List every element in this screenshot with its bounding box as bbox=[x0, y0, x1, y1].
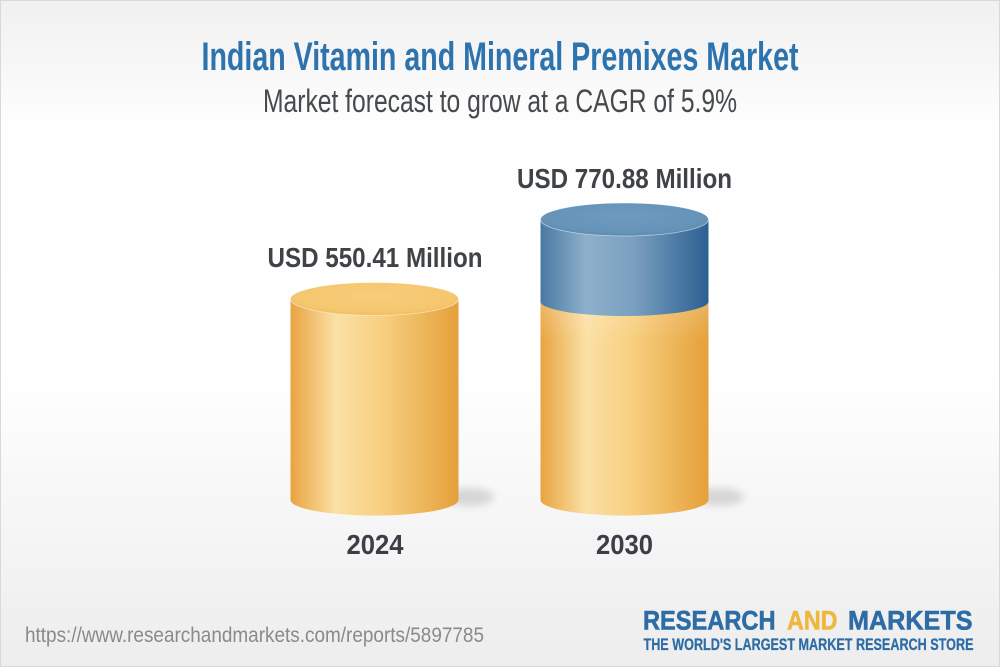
svg-text:Indian Vitamin and Mineral Pre: Indian Vitamin and Mineral Premixes Mark… bbox=[202, 35, 799, 79]
svg-text:https://www.researchandmarkets: https://www.researchandmarkets.com/repor… bbox=[25, 624, 484, 647]
svg-text:MARKETS: MARKETS bbox=[848, 606, 973, 636]
svg-text:USD 550.41 Million: USD 550.41 Million bbox=[268, 242, 483, 273]
svg-text:USD 770.88 Million: USD 770.88 Million bbox=[517, 163, 732, 194]
svg-text:THE WORLD'S LARGEST MARKET RES: THE WORLD'S LARGEST MARKET RESEARCH STOR… bbox=[644, 635, 974, 654]
svg-text:2030: 2030 bbox=[596, 529, 653, 560]
svg-text:2024: 2024 bbox=[347, 529, 404, 560]
svg-text:AND: AND bbox=[787, 606, 838, 636]
svg-text:Market forecast to grow at a C: Market forecast to grow at a CAGR of 5.9… bbox=[263, 83, 737, 119]
svg-text:RESEARCH: RESEARCH bbox=[643, 606, 776, 636]
